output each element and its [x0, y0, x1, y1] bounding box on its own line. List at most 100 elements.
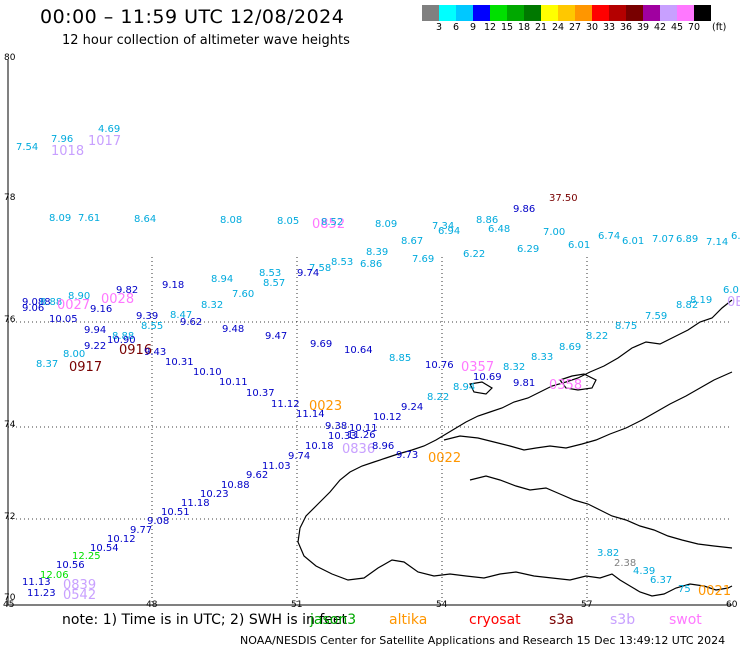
wave-height-value: 4.39	[633, 566, 656, 577]
wave-height-value: 8.00	[63, 349, 86, 360]
wave-height-value: 6.29	[517, 244, 540, 255]
color-scale-label: 36	[619, 22, 633, 33]
wave-height-value: 8.32	[503, 362, 526, 373]
lon-label-57: 57	[581, 600, 593, 610]
wave-height-value: 7.96	[51, 134, 74, 145]
lon-label-60: 60	[726, 600, 738, 610]
lon-label-51: 51	[291, 600, 303, 610]
wave-height-value: 7.59	[645, 311, 668, 322]
satellite-cryosat: cryosat	[469, 612, 521, 628]
pass-time-label: 0542	[63, 588, 97, 603]
wave-height-value: 6.89	[676, 234, 699, 245]
wave-height-value: 9.38	[325, 421, 348, 432]
color-scale-label: 39	[636, 22, 650, 33]
wave-height-value: 12.25	[72, 551, 101, 562]
color-scale-label: 27	[568, 22, 582, 33]
wave-height-value: 8.32	[201, 300, 224, 311]
color-scale-label: 30	[585, 22, 599, 33]
wave-height-value: 8.22	[427, 392, 450, 403]
satellite-jason3: jason3	[310, 612, 357, 628]
wave-height-value: 9.94	[84, 325, 107, 336]
color-scale-label: 6	[452, 22, 460, 33]
color-scale-label: 70	[687, 22, 701, 33]
wave-height-value: 8.47	[170, 310, 193, 321]
wave-height-value: 8.57	[263, 278, 286, 289]
map-title: 00:00 – 11:59 UTC 12/08/2024	[40, 6, 345, 28]
wave-height-value: 37.50	[549, 193, 578, 204]
wave-height-value: 10.12	[107, 534, 136, 545]
wave-height-value: 8.64	[134, 214, 157, 225]
wave-height-value: 75	[678, 584, 691, 595]
color-swatch	[422, 5, 439, 21]
wave-height-value: 9.39	[136, 311, 159, 322]
color-scale-label: 21	[534, 22, 548, 33]
wave-height-value: 7.54	[16, 142, 39, 153]
wave-height-value: 7.69	[412, 254, 435, 265]
color-swatch	[575, 5, 592, 21]
wave-height-value: 8.09	[375, 219, 398, 230]
lat-label-70: 70	[4, 593, 16, 603]
wave-height-value: 12.06	[40, 570, 69, 581]
lat-label-80: 80	[4, 53, 16, 63]
pass-time-label: 1018	[51, 144, 85, 159]
wave-height-value: 10.64	[344, 345, 373, 356]
wave-height-value: 10.56	[56, 560, 85, 571]
color-swatch	[507, 5, 524, 21]
wave-height-value: 9.08	[147, 516, 170, 527]
color-scale-label: 15	[500, 22, 514, 33]
color-scale-label: 3	[435, 22, 443, 33]
wave-height-value: 9.73	[396, 450, 419, 461]
color-swatch	[643, 5, 660, 21]
pass-time-label: 1017	[88, 134, 122, 149]
color-scale-label: 24	[551, 22, 565, 33]
pass-time-label: 0836	[342, 442, 376, 457]
satellite-s3a: s3a	[549, 612, 574, 628]
wave-height-value: 7.60	[232, 289, 255, 300]
color-scale-label: 45	[670, 22, 684, 33]
color-swatch	[592, 5, 609, 21]
pass-time-label: 0027	[57, 298, 91, 313]
wave-height-value: 8.88	[112, 331, 135, 342]
pass-time-label: 0852	[312, 217, 346, 232]
footer-note: note: 1) Time is in UTC; 2) SWH is in fe…	[62, 612, 348, 628]
wave-height-value: 10.88	[221, 480, 250, 491]
greenland-coastline	[297, 299, 733, 597]
pass-time-label: 0021	[698, 584, 732, 599]
wave-height-value: 8.94	[453, 382, 476, 393]
wave-height-value: 8.52	[321, 217, 344, 228]
wave-height-value: 9.16	[90, 304, 113, 315]
wave-height-value: 11.13	[22, 577, 51, 588]
wave-height-value: 9.74	[297, 268, 320, 279]
color-swatch	[626, 5, 643, 21]
color-swatch	[694, 5, 711, 21]
wave-height-value: 11.12	[271, 399, 300, 410]
wave-height-value: 10.33	[328, 431, 357, 442]
wave-height-value: 4.69	[98, 124, 121, 135]
color-swatch	[439, 5, 456, 21]
lon-label-54: 54	[436, 600, 448, 610]
wave-height-value: 10.76	[425, 360, 454, 371]
wave-height-value: 9.62	[180, 317, 203, 328]
wave-height-value: 6.74	[598, 231, 621, 242]
satellite-s3b: s3b	[610, 612, 636, 628]
wave-height-value: 11.18	[181, 498, 210, 509]
wave-height-value: 10.12	[373, 412, 402, 423]
wave-height-value: 9.43	[144, 347, 167, 358]
wave-height-value: 8.08	[220, 215, 243, 226]
wave-height-value: 10.11	[349, 423, 378, 434]
wave-height-value: 7.07	[652, 234, 675, 245]
wave-height-value: 8.53	[259, 268, 282, 279]
pass-time-label: 0357	[461, 360, 495, 375]
wave-height-value: 10.11	[219, 377, 248, 388]
wave-height-value: 9.82	[116, 285, 139, 296]
color-swatch	[456, 5, 473, 21]
wave-height-value: 6.86	[360, 259, 383, 270]
map-frame	[7, 60, 732, 606]
wave-height-value: 7.58	[309, 263, 332, 274]
satellite-altika: altika	[389, 612, 428, 628]
lat-label-72: 72	[4, 512, 16, 522]
wave-height-value: 11.14	[296, 409, 325, 420]
wave-height-value: 6.	[731, 231, 740, 242]
color-swatch	[677, 5, 694, 21]
